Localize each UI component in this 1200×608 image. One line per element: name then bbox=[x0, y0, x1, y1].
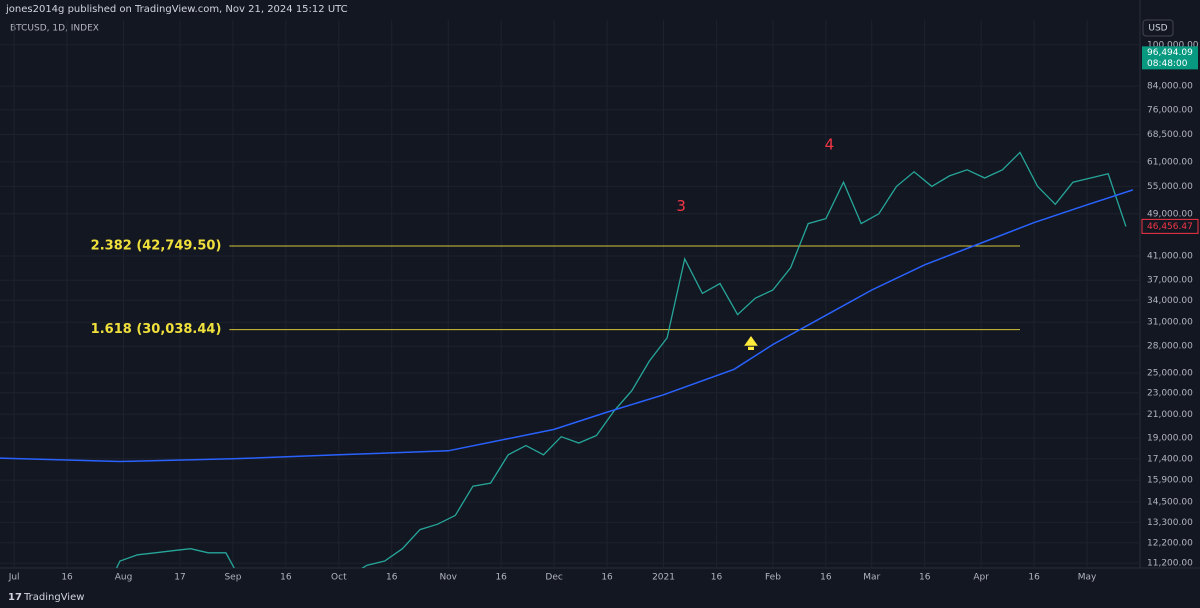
currency-box[interactable] bbox=[1142, 19, 1174, 37]
wave-label: 4 bbox=[825, 136, 835, 154]
y-tick-label: 31,000.00 bbox=[1147, 318, 1193, 328]
y-tick-label: 15,900.00 bbox=[1147, 476, 1193, 486]
arrow bbox=[744, 336, 758, 350]
x-tick-label: Jul bbox=[8, 573, 20, 583]
y-tick-label: 100,000.00 bbox=[1147, 40, 1199, 50]
x-tick-label: May bbox=[1078, 573, 1097, 583]
y-tick-label: 28,000.00 bbox=[1147, 342, 1193, 352]
x-tick-label: Mar bbox=[863, 573, 880, 583]
last-price-label: 46,456.47 bbox=[1147, 222, 1193, 232]
symbol: BTCUSD, 1D, INDEX bbox=[10, 24, 99, 34]
footer bbox=[0, 586, 1200, 608]
y-tick-label: 21,000.00 bbox=[1147, 410, 1193, 420]
fib-label: 1.618 (30,038.44) bbox=[91, 322, 222, 337]
countdown-label: 08:48:00 bbox=[1147, 59, 1188, 69]
y-tick-label: 13,300.00 bbox=[1147, 518, 1193, 528]
y-tick-label: 68,500.00 bbox=[1147, 130, 1193, 140]
x-tick-label: 16 bbox=[711, 573, 723, 583]
x-tick-label: Apr bbox=[973, 573, 989, 583]
fib-label: 2.382 (42,749.50) bbox=[91, 239, 222, 254]
currency[interactable]: USD bbox=[1148, 24, 1167, 34]
x-tick-label: 16 bbox=[495, 573, 507, 583]
y-tick-label: 14,500.00 bbox=[1147, 497, 1193, 507]
x-tick-label: 16 bbox=[919, 573, 931, 583]
x-tick-label: Oct bbox=[331, 573, 347, 583]
y-tick-label: 37,000.00 bbox=[1147, 276, 1193, 286]
x-tick-label: 2021 bbox=[652, 573, 675, 583]
x-tick-label: Nov bbox=[439, 573, 457, 583]
y-tick-label: 49,000.00 bbox=[1147, 209, 1193, 219]
current-price-label: 96,494.09 bbox=[1147, 48, 1193, 58]
series-line bbox=[0, 189, 1134, 463]
series-line bbox=[115, 151, 1127, 568]
x-tick-label: Sep bbox=[224, 573, 241, 583]
publisher: jones2014g published on TradingView.com,… bbox=[5, 4, 348, 15]
y-tick-label: 61,000.00 bbox=[1147, 157, 1193, 167]
current-price-box bbox=[1142, 46, 1198, 70]
x-tick-label: 16 bbox=[61, 573, 73, 583]
plot-area bbox=[0, 20, 1140, 568]
y-tick-label: 34,000.00 bbox=[1147, 296, 1193, 306]
y-tick-label: 76,000.00 bbox=[1147, 105, 1193, 115]
y-tick-label: 12,200.00 bbox=[1147, 538, 1193, 548]
y-tick-label: 41,000.00 bbox=[1147, 251, 1193, 261]
x-tick-label: 16 bbox=[280, 573, 292, 583]
y-tick-label: 25,000.00 bbox=[1147, 369, 1193, 379]
x-tick-label: Aug bbox=[115, 573, 133, 583]
y-tick-label: 84,000.00 bbox=[1147, 82, 1193, 92]
x-tick-label: 16 bbox=[820, 573, 832, 583]
y-tick-label: 23,000.00 bbox=[1147, 388, 1193, 398]
y-tick-label: 19,000.00 bbox=[1147, 433, 1193, 443]
logo-mark: 17 bbox=[8, 592, 22, 603]
y-tick-label: 17,400.00 bbox=[1147, 454, 1193, 464]
x-tick-label: 16 bbox=[386, 573, 398, 583]
footer-brand: TradingView bbox=[23, 592, 84, 603]
last-price-box bbox=[1141, 218, 1199, 234]
x-tick-label: 16 bbox=[601, 573, 613, 583]
x-tick-label: Feb bbox=[765, 573, 781, 583]
x-tick-label: Dec bbox=[545, 573, 562, 583]
wave-label: 3 bbox=[676, 197, 686, 215]
x-tick-label: 16 bbox=[1028, 573, 1040, 583]
y-tick-label: 11,200.00 bbox=[1147, 559, 1193, 569]
y-tick-label: 55,000.00 bbox=[1147, 182, 1193, 192]
x-tick-label: 17 bbox=[174, 573, 185, 583]
